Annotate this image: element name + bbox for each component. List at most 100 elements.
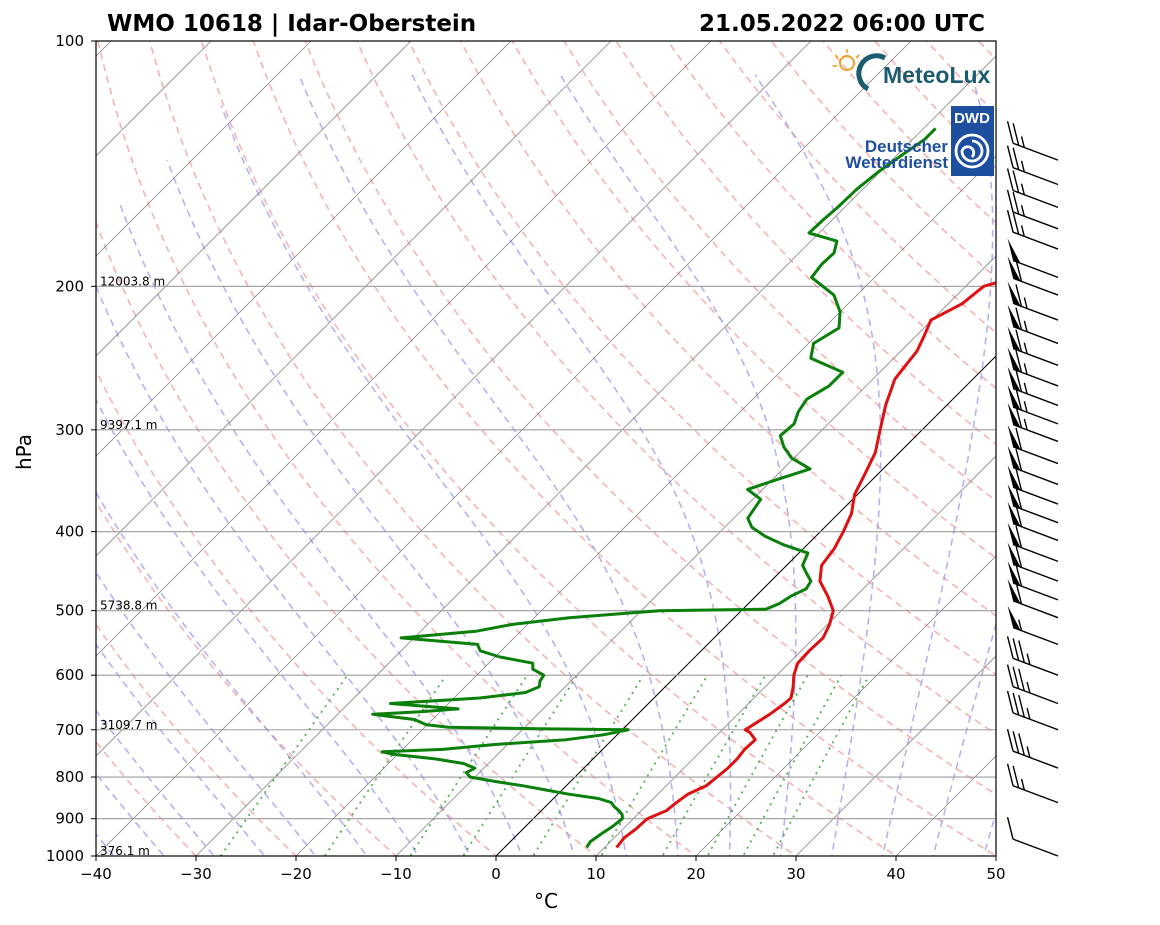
barb-full xyxy=(1006,168,1014,191)
barb-staff xyxy=(1012,543,1059,563)
moist-adiabat xyxy=(932,621,996,856)
barb-full xyxy=(1006,121,1014,144)
barb-staff xyxy=(1012,406,1059,425)
dwd-name-line1: Deutscher xyxy=(865,137,949,156)
isotherm xyxy=(96,41,512,457)
barb-staff xyxy=(1012,325,1059,345)
barb-full xyxy=(1015,504,1023,527)
barb-full xyxy=(1012,692,1020,716)
barb-pennant xyxy=(1007,424,1021,450)
barb-staff xyxy=(1012,750,1059,769)
isotherm xyxy=(895,755,996,856)
barb-staff xyxy=(1012,167,1059,186)
barb-full xyxy=(1012,170,1020,193)
barb-full xyxy=(1018,733,1025,756)
mixing-ratio-line xyxy=(771,674,870,856)
barb-half xyxy=(1020,160,1025,173)
dry-adiabat xyxy=(977,41,996,61)
meteolux-wordmark: MeteoLux xyxy=(883,62,991,88)
barb-full xyxy=(1015,350,1023,373)
barb-staff xyxy=(1012,189,1059,209)
barb-staff xyxy=(1012,423,1059,443)
wind-barb xyxy=(1006,121,1059,161)
barb-full xyxy=(1012,666,1020,689)
barb-full xyxy=(1006,189,1014,213)
dry-adiabat xyxy=(1030,41,1160,873)
profiles xyxy=(371,127,996,849)
x-tick-label: 10 xyxy=(586,865,605,883)
x-tick-label: 40 xyxy=(886,865,905,883)
barb-half xyxy=(1026,708,1031,720)
barb-full xyxy=(1015,468,1023,491)
barb-full xyxy=(1012,123,1020,146)
barb-half xyxy=(1023,297,1028,309)
wind-barb xyxy=(1006,145,1059,186)
barb-half xyxy=(1023,342,1028,354)
moist-adiabat xyxy=(881,74,994,856)
dry-adiabat xyxy=(459,41,996,617)
wind-barb xyxy=(1007,605,1059,646)
wind-barb xyxy=(1007,501,1059,542)
isotherm xyxy=(795,655,996,856)
dwd-badge-text: DWD xyxy=(954,110,990,127)
barb-pennant xyxy=(1007,542,1021,568)
mixing-ratio-line xyxy=(462,674,579,856)
height-label: 3109.7 m xyxy=(100,718,158,732)
barb-full xyxy=(1015,545,1023,568)
barb-staff xyxy=(1012,785,1059,804)
barb-full xyxy=(1015,448,1023,471)
wind-barb xyxy=(1006,189,1059,230)
dwd-logo: DWD Deutscher Wetterdienst xyxy=(845,106,994,176)
dry-adiabat xyxy=(96,219,598,856)
isotherm xyxy=(96,41,712,657)
background-lines xyxy=(96,41,1160,873)
barb-pennant xyxy=(1007,304,1021,330)
dry-adiabat xyxy=(96,622,298,856)
dry-adiabat xyxy=(200,41,898,856)
barb-full xyxy=(1012,765,1020,789)
barb-staff xyxy=(1012,387,1059,407)
x-tick-label: 0 xyxy=(491,865,501,883)
dry-adiabat xyxy=(1134,41,1160,873)
barb-staff xyxy=(1012,657,1059,676)
plot-frame xyxy=(95,40,997,857)
wind-barb xyxy=(1006,816,1059,857)
barb-full xyxy=(1015,284,1023,307)
barb-full xyxy=(1015,486,1023,510)
isotherm xyxy=(96,41,612,557)
barb-pennant xyxy=(1007,281,1021,307)
barb-full xyxy=(1012,638,1020,661)
height-label: 376.1 m xyxy=(100,844,150,858)
wind-barb xyxy=(1007,424,1059,465)
barb-full xyxy=(1012,212,1020,235)
sun-icon xyxy=(839,55,855,71)
wind-barb xyxy=(1007,238,1059,279)
barb-half xyxy=(1023,363,1028,375)
barb-full xyxy=(1006,729,1014,752)
dry-adiabat xyxy=(356,41,996,735)
barb-staff xyxy=(1012,838,1059,857)
wind-barb xyxy=(1007,483,1059,524)
barb-half xyxy=(1023,418,1028,431)
barb-full xyxy=(1015,307,1023,330)
barb-full xyxy=(1015,581,1023,605)
dry-adiabat xyxy=(407,41,996,676)
wind-barb xyxy=(1007,542,1059,582)
barb-staff xyxy=(1012,600,1059,619)
barb-staff xyxy=(1012,712,1059,731)
moist-adiabat xyxy=(96,284,471,856)
barb-full xyxy=(1012,191,1020,215)
wind-barb xyxy=(1006,210,1059,250)
y-tick-label: 400 xyxy=(55,523,84,541)
temperature-line xyxy=(615,281,996,849)
x-tick-label: 20 xyxy=(686,865,705,883)
isotherm xyxy=(695,555,996,856)
barb-full xyxy=(1006,210,1014,233)
height-label: 5738.8 m xyxy=(100,599,158,613)
height-label: 9397.1 m xyxy=(100,418,158,432)
wind-barb xyxy=(1007,304,1059,345)
datetime-title: 21.05.2022 06:00 UTC xyxy=(699,11,985,37)
barb-full xyxy=(1015,369,1023,392)
barb-pennant xyxy=(1007,326,1021,352)
